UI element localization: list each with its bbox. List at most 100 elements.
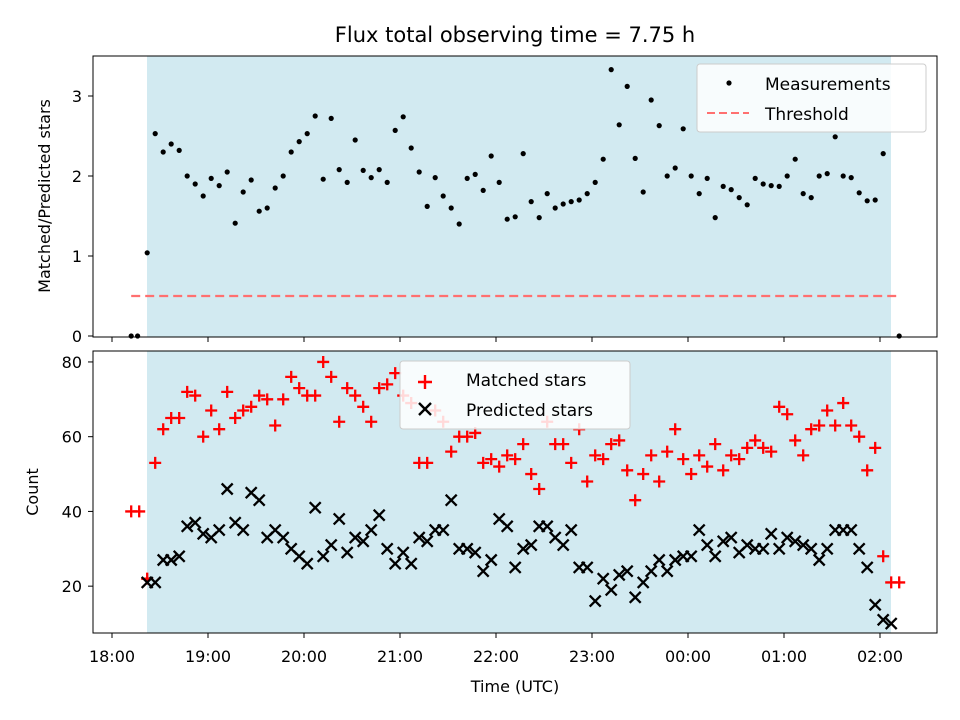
matched-star-point [733,453,746,466]
matched-star-point [461,430,474,443]
bottom-y-tick-label: 20 [62,577,82,596]
measurement-point [528,199,534,205]
matched-star-point [245,400,258,413]
top-axes-frame [92,55,938,338]
predicted-star-point [324,538,338,552]
matched-star-point [517,438,530,451]
matched-star-point [317,355,330,368]
measurement-point [400,114,406,120]
matched-star-point [557,438,570,451]
matched-star-point [157,423,170,436]
matched-star-point [205,404,218,417]
measurement-point [336,167,342,173]
measurement-point [544,191,550,197]
measurement-point [168,141,174,147]
measurement-point [776,183,782,189]
matched-star-point [605,438,618,451]
matched-star-point [597,453,610,466]
matched-star-point [277,393,290,406]
matched-star-point [765,445,778,458]
predicted-star-point [684,549,698,563]
matched-star-point [309,389,322,402]
measurement-point [416,169,422,175]
matched-star-point [877,550,890,563]
predicted-star-point [348,531,362,544]
measurement-point [640,189,646,195]
matched-star-point [893,576,906,589]
measurement-point [816,173,822,179]
x-axis-label: Time (UTC) [470,677,559,696]
matched-star-point [285,370,298,383]
predicted-star-point [308,501,322,514]
measurement-point [464,175,470,181]
matched-star-point [293,382,306,395]
predicted-star-point [148,576,162,589]
predicted-star-point [564,523,578,537]
bottom-y-tick-label: 80 [62,353,82,372]
measurement-point [592,179,598,185]
matched-star-point [613,434,626,447]
bottom-legend: Matched stars Predicted stars [399,360,631,430]
measurement-point [792,156,798,162]
matched-star-point [645,449,658,462]
matched-star-point [773,400,786,413]
measurement-point [352,137,358,143]
measurement-point [712,215,718,221]
measurement-point [432,175,438,181]
predicted-star-point [540,520,554,533]
matched-star-point [701,460,714,473]
matched-star-point [565,456,578,469]
predicted-star-point [316,549,330,563]
matched-star-point [197,430,210,443]
legend-measurements-marker [726,80,732,86]
bottom-x-axis: 18:00 19:00 20:00 21:00 22:00 23:00 00:00 01:00… [89,633,903,666]
measurement-point [480,187,486,193]
predicted-star-point [212,523,226,537]
measurement-point [328,115,334,121]
measurement-point [840,173,846,179]
measurement-point [600,156,606,162]
measurement-point [448,205,454,211]
top-y-tick-label: 3 [72,87,82,106]
matched-star-point [501,449,514,462]
predicted-star-point [396,546,410,559]
measurement-point [184,173,190,179]
matched-star-point [525,468,538,481]
matched-star-point [781,408,794,421]
matched-star-point [757,441,770,454]
legend-matched-marker [418,375,432,389]
measurement-point [200,193,206,199]
matched-star-point [725,449,738,462]
measurement-point [656,123,662,129]
matched-star-point [325,370,338,383]
predicted-star-point [708,549,722,563]
bottom-y-axis: 20 40 60 80 [62,353,93,596]
matched-star-point [677,453,690,466]
predicted-star-point [868,598,882,612]
top-y-tick-label: 2 [72,167,82,186]
predicted-star-point [556,538,570,552]
measurement-point [680,126,686,132]
predicted-star-point [276,531,290,544]
bottom-axes-frame [92,350,938,634]
measurement-point [808,195,814,201]
x-tick-label: 18:00 [89,647,135,666]
measurement-point [288,149,294,155]
matched-star-point [629,494,642,507]
measurement-point [696,191,702,197]
measurement-point [608,67,614,73]
matched-star-point [589,449,602,462]
measurement-point [824,171,830,177]
matched-star-point [709,438,722,451]
measurement-point [560,201,566,207]
predicted-star-point [236,523,250,537]
matched-star-point [869,441,882,454]
x-tick-label: 02:00 [857,647,903,666]
matched-star-point [253,389,266,402]
measurement-point [720,183,726,189]
predicted-star-point [436,523,450,537]
predicted-star-point [372,508,386,522]
measurement-point [256,208,262,214]
predicted-star-point [652,553,666,567]
